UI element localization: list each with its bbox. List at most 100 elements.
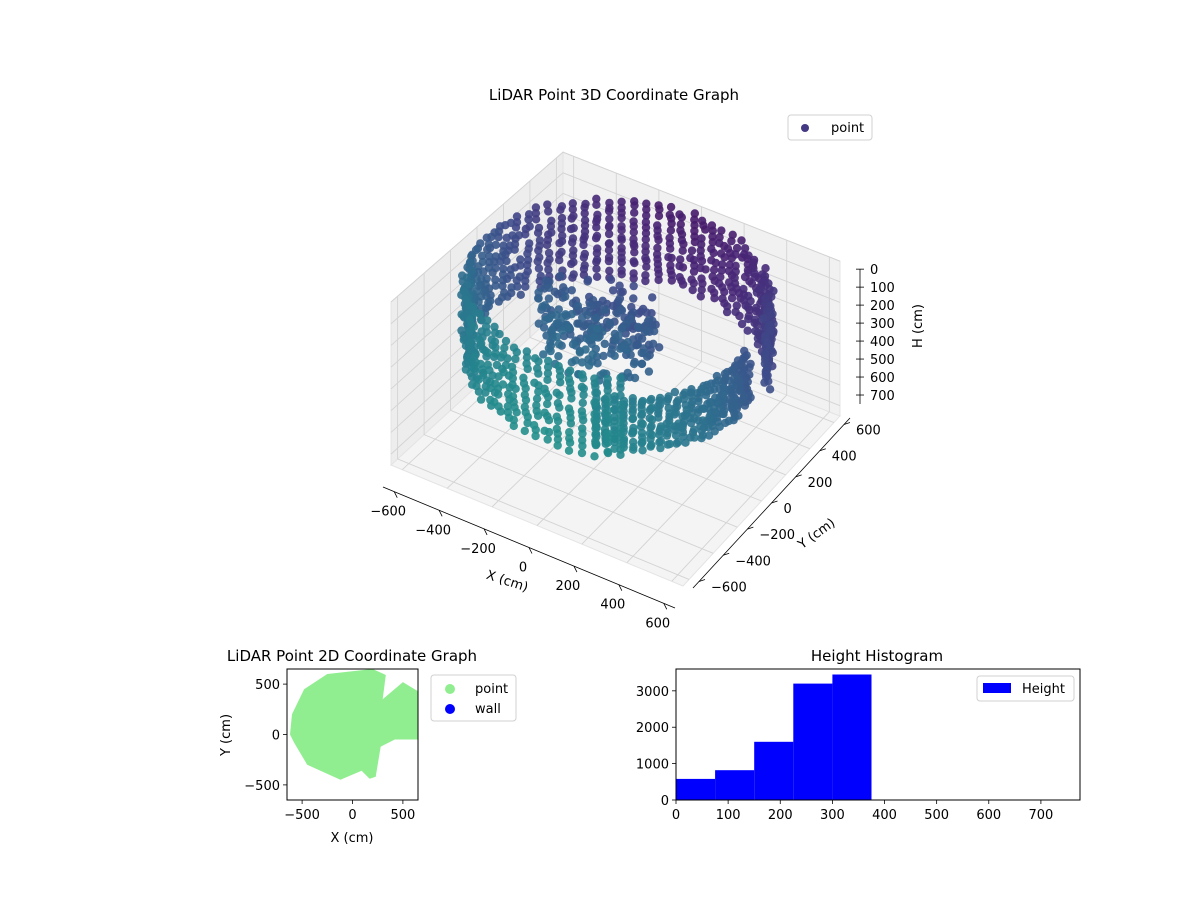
scatter-point-3d (569, 223, 578, 233)
scatter-point-3d (501, 336, 511, 346)
scatter-point-3d (641, 241, 650, 251)
scatter-point-3d (582, 334, 591, 343)
scatter-point-3d (580, 249, 589, 259)
scatter-point-3d (707, 284, 716, 294)
scatter-point-3d (698, 431, 707, 440)
x-tick-label-3d-4: 200 (556, 579, 581, 594)
scatter-point-3d (605, 266, 614, 275)
scatter-point-3d (715, 233, 724, 242)
scatter-point-3d (573, 301, 583, 310)
scatter-point-3d (630, 373, 640, 383)
gridline-y-1 (423, 273, 714, 554)
y-tick-label-3d-6: 600 (856, 424, 881, 439)
scatter-point-3d (605, 198, 614, 208)
legend-label-point-3d: point (831, 121, 864, 136)
scatter-point-3d (545, 255, 554, 264)
scatter-point-3d (506, 271, 515, 280)
z-tick-label-3d-6: 600 (870, 371, 895, 386)
scatter-point-3d (647, 421, 656, 431)
scatter-point-3d (600, 306, 609, 315)
scatter-point-3d (623, 337, 632, 347)
scatter-point-3d (759, 314, 768, 323)
y-tick-mark-3d-3 (771, 500, 778, 504)
y-tick-label-3d-2: −200 (759, 528, 795, 543)
scatter-point-3d (552, 319, 561, 328)
scatter-point-3d (590, 398, 599, 407)
scatter-point-3d (642, 199, 651, 208)
scatter-point-3d (616, 424, 625, 434)
x-tick-label-histogram-5: 500 (924, 808, 949, 823)
x-tick-mark-3d-3 (528, 547, 533, 554)
scatter-point-3d (483, 245, 492, 254)
scatter-point-3d (664, 253, 673, 262)
scatter-point-3d (654, 201, 663, 210)
scatter-point-3d (647, 415, 657, 424)
scatter-point-3d (664, 392, 673, 401)
scatter-point-3d (587, 339, 596, 349)
scatter-point-3d (508, 380, 517, 389)
point-region-2d (290, 669, 418, 780)
histogram-bar-4 (832, 674, 872, 800)
scatter-point-3d (764, 279, 773, 288)
scatter-point-3d (718, 294, 727, 303)
z-ticks-3d: 0 100 200 300 400 500 600 700 (856, 263, 895, 404)
scatter-point-3d (666, 202, 676, 212)
x-ticks-2d: −500 0 500 (284, 800, 415, 823)
scatter-point-3d (540, 408, 549, 417)
scatter-point-3d (498, 380, 508, 389)
scatter-point-3d (654, 211, 664, 221)
scatter-point-3d (610, 405, 619, 414)
scatter-point-3d (712, 398, 721, 407)
scatter-point-3d (589, 333, 599, 342)
scatter-point-3d (508, 231, 517, 240)
legend-histogram: Height (976, 675, 1075, 702)
gridline-x-1 (446, 173, 617, 489)
scatter-point-3d (708, 232, 717, 241)
scatter-point-3d (756, 283, 765, 293)
x-axis-label-2d: X (cm) (331, 831, 374, 846)
scatter-point-3d (605, 239, 614, 248)
scatter-point-3d (546, 346, 555, 356)
scatter-point-3d (520, 402, 529, 412)
scatter-point-3d (543, 435, 552, 444)
scatter-point-3d (552, 412, 561, 421)
scatter-point-3d (667, 276, 676, 285)
scatter-point-3d (616, 288, 625, 297)
scatter-point-3d (696, 246, 705, 255)
y-tick-label-3d-5: 400 (832, 450, 857, 465)
scatter-point-3d (641, 235, 650, 244)
scatter-point-3d (638, 419, 647, 429)
scatter-point-3d (481, 322, 491, 331)
histogram-bar-1 (715, 770, 755, 800)
scatter-point-3d (544, 356, 553, 366)
scatter-point-3d (723, 244, 733, 253)
scatter-point-3d (727, 403, 736, 412)
scatter-point-3d (581, 199, 590, 209)
scatter-point-3d (507, 362, 517, 371)
scatter-point-3d (565, 428, 574, 437)
x-tick-label-3d-6: 600 (645, 616, 670, 631)
scatter-point-3d (616, 400, 625, 410)
scatter-point-3d (711, 378, 720, 387)
y-tick-label-3d-3: 0 (784, 502, 792, 517)
scatter-point-3d (564, 446, 574, 455)
x-tick-label-histogram-2: 200 (768, 808, 793, 823)
scatter-point-3d (593, 359, 602, 368)
scatter-point-3d (580, 216, 590, 225)
scatter-point-3d (584, 361, 594, 370)
scatter-point-3d (566, 384, 575, 393)
scatter-point-3d (629, 269, 638, 278)
scatter-point-3d (731, 261, 740, 271)
scatter-point-3d (539, 323, 549, 332)
scatter-point-3d (647, 403, 657, 413)
scatter-point-3d (727, 293, 737, 303)
x-tick-mark-3d-2 (483, 528, 488, 536)
x-tick-label-histogram-4: 400 (872, 808, 897, 823)
scatter-point-3d (466, 338, 475, 348)
scatter-point-3d (630, 248, 639, 257)
scatter-point-3d (540, 426, 549, 435)
scatter-point-3d (665, 409, 674, 418)
scatter-point-3d (482, 233, 491, 242)
x-ticks-3d: −600 −400 −200 0 200 400 600 (370, 486, 676, 631)
scatter-point-3d (697, 274, 706, 283)
